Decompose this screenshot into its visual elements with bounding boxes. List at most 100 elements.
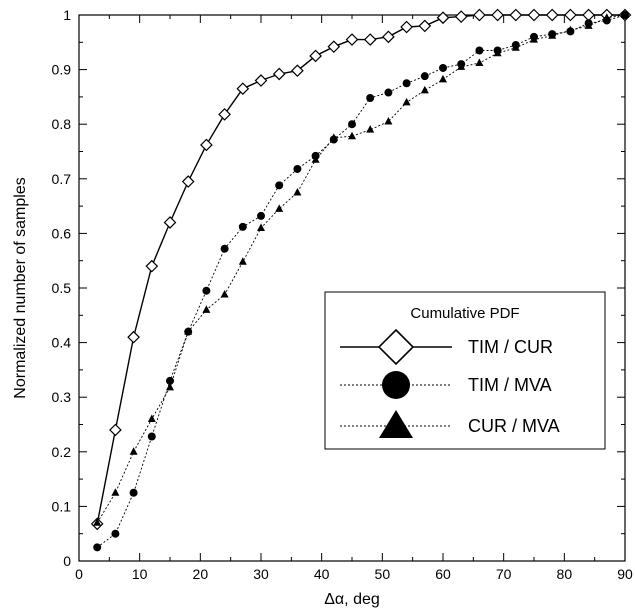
legend-label-tim-mva: TIM / MVA	[468, 375, 552, 395]
data-point	[181, 175, 195, 188]
data-point	[202, 286, 211, 295]
data-point	[220, 290, 229, 298]
series-2	[93, 10, 629, 526]
data-point	[363, 33, 377, 46]
y-tick-label: 0.8	[52, 116, 72, 132]
data-point	[147, 414, 156, 423]
data-point	[257, 211, 265, 220]
data-point	[184, 327, 193, 335]
data-point	[293, 164, 302, 173]
data-point	[129, 447, 138, 455]
data-point	[293, 187, 302, 196]
y-tick-label: 0	[63, 553, 71, 569]
data-point	[602, 13, 611, 21]
data-point	[345, 33, 359, 46]
data-point	[564, 8, 577, 22]
data-point	[166, 376, 174, 385]
series-line	[96, 14, 626, 524]
data-point	[309, 49, 322, 63]
data-point	[220, 244, 229, 253]
data-point	[530, 35, 538, 43]
data-point	[348, 131, 356, 140]
data-point	[145, 259, 159, 273]
y-tick-label: 0.1	[52, 498, 72, 514]
data-point	[348, 120, 356, 129]
data-point	[147, 432, 156, 441]
x-tick-label: 50	[375, 566, 391, 582]
legend: Cumulative PDF TIM / CUR TIM / MVA CUR /…	[324, 291, 606, 450]
y-tick-label: 0.7	[52, 171, 72, 187]
data-point	[238, 257, 247, 265]
data-point	[527, 8, 541, 22]
legend-label-tim-cur: TIM / CUR	[468, 337, 553, 357]
legend-circle-icon	[382, 371, 410, 399]
data-point	[254, 74, 268, 87]
data-point	[475, 46, 484, 55]
data-point	[366, 93, 375, 102]
data-point	[127, 330, 140, 344]
x-axis-title: Δα, deg	[324, 591, 380, 608]
x-tick-label: 20	[193, 566, 209, 582]
data-point	[584, 21, 593, 29]
data-point	[218, 108, 231, 121]
data-point	[400, 20, 413, 34]
data-point	[272, 67, 286, 81]
y-tick-label: 0.2	[52, 444, 72, 460]
data-point	[454, 10, 468, 23]
y-tick-label: 0.6	[52, 225, 72, 241]
data-point	[382, 30, 395, 44]
x-tick-label: 30	[253, 566, 269, 582]
data-point	[311, 155, 320, 163]
data-point	[366, 125, 375, 133]
y-tick-label: 0.9	[52, 62, 72, 78]
x-tick-label: 60	[435, 566, 451, 582]
y-tick-label: 0.4	[52, 335, 72, 351]
data-point	[93, 518, 102, 526]
x-tick-label: 0	[75, 566, 83, 582]
data-point	[129, 488, 138, 497]
data-point	[439, 63, 447, 72]
series-layer	[90, 8, 632, 552]
y-tick-label: 1	[63, 7, 71, 23]
data-point	[566, 25, 575, 34]
data-point	[109, 423, 122, 437]
x-tick-label: 90	[617, 566, 633, 582]
data-point	[384, 88, 393, 97]
data-point	[384, 116, 393, 125]
x-tick-label: 10	[132, 566, 148, 582]
data-point	[402, 97, 411, 106]
plot-area	[78, 14, 626, 562]
data-point	[402, 79, 411, 88]
data-point	[436, 11, 450, 25]
data-point	[275, 181, 284, 190]
data-point	[621, 10, 629, 18]
data-point	[291, 64, 304, 78]
data-point	[236, 82, 250, 96]
data-point	[511, 43, 520, 51]
legend-box	[324, 291, 606, 450]
data-point	[475, 58, 484, 67]
legend-triangle-icon	[379, 410, 413, 438]
data-point	[93, 543, 102, 552]
data-point	[420, 72, 429, 81]
data-point	[257, 223, 265, 231]
data-point	[420, 85, 429, 94]
legend-title: Cumulative PDF	[410, 305, 519, 322]
x-tick-label: 80	[557, 566, 573, 582]
data-point	[111, 529, 120, 538]
data-point	[166, 382, 174, 391]
tick-labels: 0 10 20 30 40 50 60 70 80 90 0 0.1 0.2 0.3 0.4 0.5 0.6 0.…	[52, 7, 633, 582]
x-tick-label: 40	[314, 566, 330, 582]
data-point	[275, 204, 284, 212]
data-point	[327, 40, 341, 54]
data-point	[418, 19, 432, 33]
x-tick-label: 70	[496, 566, 512, 582]
legend-label-cur-mva: CUR / MVA	[468, 416, 560, 436]
y-axis-title: Normalized number of samples	[12, 177, 29, 398]
data-point	[545, 8, 559, 22]
data-point	[238, 222, 247, 231]
data-point	[329, 133, 338, 141]
series-0	[90, 8, 632, 531]
data-point	[439, 74, 447, 83]
